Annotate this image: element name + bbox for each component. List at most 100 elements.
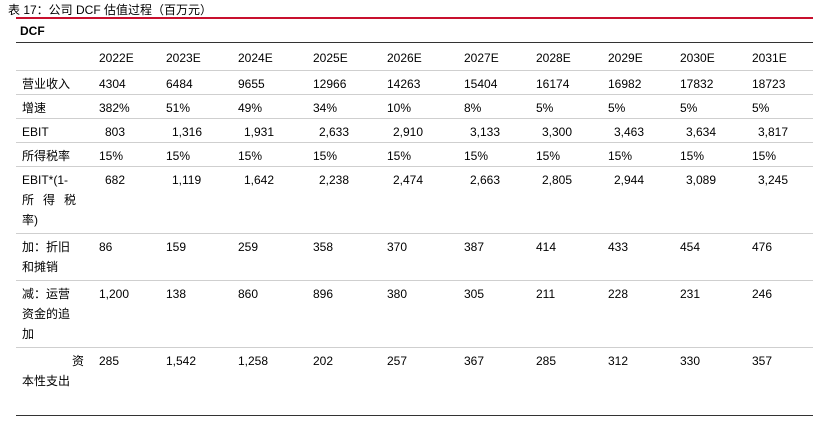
cell-value: 3,245: [758, 172, 789, 187]
cell-value: 380: [387, 286, 408, 301]
cell-value: 2,805: [542, 172, 573, 187]
cell-value: 5%: [680, 100, 698, 115]
cell-value: 2,910: [393, 124, 424, 139]
year-header: 2027E: [464, 51, 499, 65]
dcf-table: 2022E 2023E 2024E 2025E 2026E 2027E 2028…: [16, 43, 813, 394]
cell-value: 16982: [608, 76, 642, 91]
row-label-line: 资金的追: [22, 306, 71, 321]
row-label-line: 减：运营: [22, 286, 71, 301]
year-header: 2022E: [99, 51, 134, 65]
cell-value: 312: [608, 353, 629, 368]
cell-value: 1,542: [166, 353, 197, 368]
cell-value: 2,944: [614, 172, 645, 187]
cell-value: 1,258: [238, 353, 269, 368]
cell-value: 3,817: [758, 124, 789, 139]
cell-value: 15%: [387, 148, 412, 163]
row-tax-rate: 所得税率 15% 15% 15% 15% 15% 15% 15% 15% 15%…: [16, 142, 813, 166]
cell-value: 3,089: [686, 172, 717, 187]
row-label-line: 和摊销: [22, 259, 59, 274]
cell-value: 257: [387, 353, 408, 368]
cell-value: 3,634: [686, 124, 717, 139]
cell-value: 387: [464, 239, 485, 254]
cell-value: 8%: [464, 100, 482, 115]
row-label-line: 加：折旧: [22, 239, 71, 254]
cell-value: 15%: [608, 148, 633, 163]
year-header: 2030E: [680, 51, 715, 65]
cell-value: 433: [608, 239, 629, 254]
cell-value: 15%: [536, 148, 561, 163]
year-header: 2024E: [238, 51, 273, 65]
year-header: 2023E: [166, 51, 201, 65]
cell-value: 202: [313, 353, 334, 368]
table-bottom-rule: [16, 415, 813, 416]
row-ebit: EBIT 803 1,316 1,931 2,633 2,910 3,133 3…: [16, 118, 813, 142]
cell-value: 476: [752, 239, 773, 254]
row-label-line: 加: [22, 326, 35, 341]
cell-value: 357: [752, 353, 773, 368]
cell-value: 5%: [536, 100, 554, 115]
row-label-line: 率): [22, 212, 38, 227]
cell-value: 10%: [387, 100, 412, 115]
year-header: 2025E: [313, 51, 348, 65]
cell-value: 1,200: [99, 286, 130, 301]
cell-value: 12966: [313, 76, 347, 91]
year-header: 2028E: [536, 51, 571, 65]
cell-value: 9655: [238, 76, 265, 91]
cell-value: 34%: [313, 100, 338, 115]
cell-value: 454: [680, 239, 701, 254]
cell-value: 6484: [166, 76, 193, 91]
row-nopat: EBIT*(1- 所得税 率) 682 1,119 1,642 2,238 2,…: [16, 166, 813, 233]
row-label: 加：折旧 和摊销: [16, 233, 99, 280]
cell-value: 2,238: [319, 172, 350, 187]
row-label-line: 资: [71, 353, 84, 368]
row-revenue: 营业收入 4304 6484 9655 12966 14263 15404 16…: [16, 70, 813, 94]
cell-value: 330: [680, 353, 701, 368]
cell-value: 228: [608, 286, 629, 301]
cell-value: 367: [464, 353, 485, 368]
cell-value: 414: [536, 239, 557, 254]
row-label: 所得税率: [22, 148, 71, 163]
cell-value: 1,316: [172, 124, 203, 139]
row-label: 资 本性支出: [16, 347, 99, 394]
cell-value: 211: [536, 286, 556, 301]
cell-value: 305: [464, 286, 485, 301]
header-corner: [16, 43, 99, 70]
row-label: 增速: [22, 100, 47, 115]
row-label: 减：运营 资金的追 加: [16, 280, 99, 347]
cell-value: 1,119: [172, 172, 202, 187]
table-caption: 表 17：公司 DCF 估值过程（百万元）: [8, 3, 213, 17]
cell-value: 51%: [166, 100, 191, 115]
cell-value: 15%: [313, 148, 338, 163]
cell-value: 259: [238, 239, 259, 254]
cell-value: 17832: [680, 76, 714, 91]
row-depreciation: 加：折旧 和摊销 86 159 259 358 370 387 414 433 …: [16, 233, 813, 280]
cell-value: 2,663: [470, 172, 501, 187]
cell-value: 382%: [99, 100, 130, 115]
year-header-row: 2022E 2023E 2024E 2025E 2026E 2027E 2028…: [16, 43, 813, 70]
cell-value: 285: [99, 353, 120, 368]
year-header: 2029E: [608, 51, 643, 65]
cell-value: 285: [536, 353, 557, 368]
cell-value: 231: [680, 286, 701, 301]
row-label: 营业收入: [22, 76, 71, 91]
cell-value: 15%: [752, 148, 777, 163]
cell-value: 2,633: [319, 124, 350, 139]
row-capex: 资 本性支出 285 1,542 1,258 202 257 367 285 3…: [16, 347, 813, 394]
cell-value: 159: [166, 239, 187, 254]
cell-value: 15%: [464, 148, 489, 163]
cell-value: 682: [105, 172, 126, 187]
cell-value: 14263: [387, 76, 421, 91]
cell-value: 5%: [752, 100, 770, 115]
cell-value: 5%: [608, 100, 626, 115]
row-label: EBIT: [22, 124, 49, 139]
row-label-line: 所得税: [22, 192, 86, 207]
cell-value: 3,463: [614, 124, 645, 139]
cell-value: 3,300: [542, 124, 573, 139]
table-title: DCF: [20, 24, 45, 38]
cell-value: 1,931: [244, 124, 275, 139]
cell-value: 358: [313, 239, 334, 254]
cell-value: 860: [238, 286, 259, 301]
cell-value: 18723: [752, 76, 786, 91]
cell-value: 15%: [166, 148, 191, 163]
year-header: 2031E: [752, 51, 787, 65]
